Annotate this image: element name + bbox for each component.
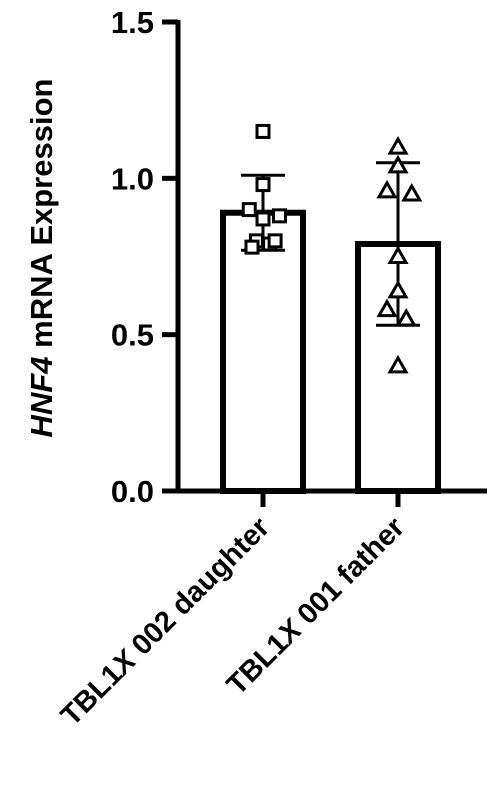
y-tick-label: 0.0 (111, 474, 154, 509)
data-point-square (241, 202, 257, 218)
y-tick-label: 1.5 (111, 5, 154, 40)
y-axis: 0.0 0.5 1.0 1.5 (111, 5, 181, 509)
y-axis-label-gene: HNF4 (24, 356, 59, 437)
y-axis-label: HNF4 mRNA Expression (24, 79, 59, 438)
y-axis-label-suffix: mRNA Expression (24, 79, 59, 357)
data-point-triangle (401, 182, 423, 202)
data-point-triangle (387, 245, 409, 264)
data-points (241, 123, 423, 374)
data-point-triangle (387, 354, 409, 374)
data-point-triangle (387, 136, 409, 155)
data-point-square (255, 177, 271, 193)
data-point-square (267, 233, 283, 249)
data-point-triangle (395, 308, 417, 327)
y-tick-label: 0.5 (111, 318, 154, 353)
data-point-triangle (387, 279, 409, 299)
data-point-square (244, 239, 260, 255)
data-point-square (255, 123, 271, 139)
data-point-triangle (376, 179, 398, 199)
data-point-triangle (387, 154, 409, 174)
bar (220, 209, 306, 495)
data-point-triangle (376, 298, 398, 318)
y-tick-label: 1.0 (111, 161, 154, 196)
data-point-square (255, 211, 271, 227)
data-point-square (272, 208, 287, 224)
